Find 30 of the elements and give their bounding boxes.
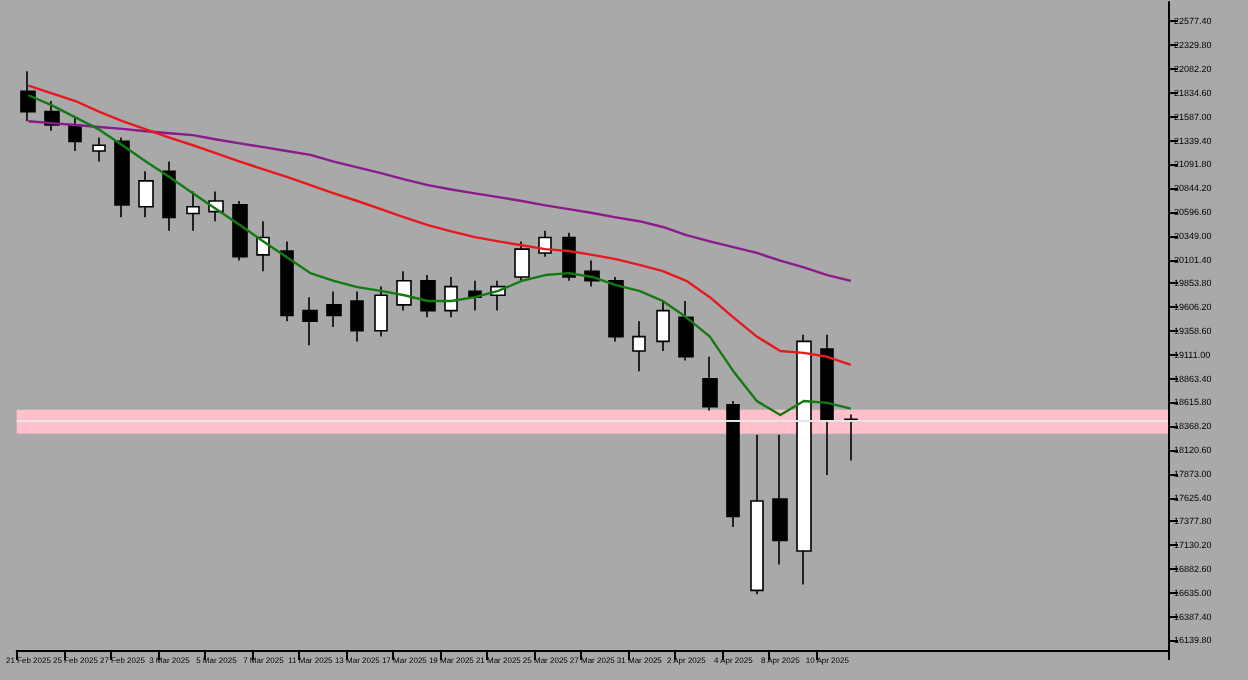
candlestick (350, 290, 364, 343)
candlestick (514, 240, 530, 282)
candlestick (420, 274, 436, 319)
candlestick (186, 190, 200, 232)
candlestick (726, 400, 740, 528)
candlestick (374, 285, 388, 338)
candlestick (114, 136, 130, 219)
candlestick (632, 320, 646, 372)
candlestick (280, 240, 294, 322)
candlestick (20, 70, 36, 123)
candlestick (92, 136, 106, 163)
line-series (27, 94, 852, 417)
candlestick (162, 160, 176, 232)
candlestick (656, 300, 670, 352)
candlestick (138, 170, 154, 219)
candlestick (326, 290, 342, 328)
candlestick (750, 433, 764, 596)
candlestick (772, 433, 788, 566)
candlestick (820, 333, 834, 476)
candlestick (608, 276, 624, 343)
line-series (27, 120, 852, 283)
candlestick (796, 333, 812, 586)
candlestick (678, 300, 694, 362)
line-series (27, 84, 852, 367)
candlestick (302, 296, 318, 347)
candlestick (68, 116, 82, 152)
candlestick (232, 200, 248, 262)
candlestick (444, 276, 458, 319)
candlestick (702, 355, 718, 412)
candlestick (396, 270, 412, 312)
